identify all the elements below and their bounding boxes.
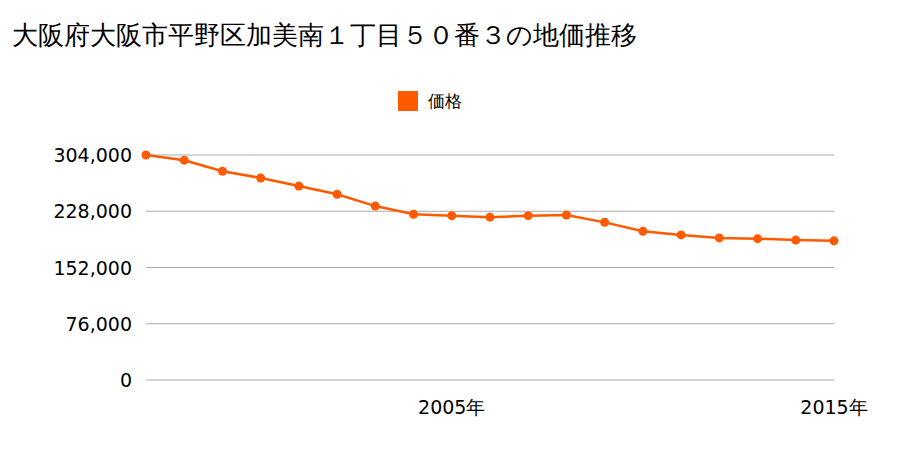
- marker: [638, 227, 647, 236]
- y-tick-label: 228,000: [53, 200, 132, 222]
- marker: [371, 202, 380, 211]
- y-tick-label: 0: [120, 369, 132, 391]
- chart: 大阪府大阪市平野区加美南１丁目５０番３の地価推移価格 0 76,000 152,000…: [0, 0, 900, 450]
- marker: [791, 236, 800, 245]
- marker: [333, 190, 342, 199]
- legend-swatch: [398, 91, 418, 111]
- line: [146, 155, 834, 241]
- marker: [256, 173, 265, 182]
- legend-label: 価格: [428, 91, 462, 111]
- grid-line: [146, 323, 834, 324]
- marker: [600, 218, 609, 227]
- marker: [753, 234, 762, 243]
- y-tick-label: 304,000: [53, 144, 132, 166]
- marker: [294, 182, 303, 191]
- marker: [715, 233, 724, 242]
- plot-area: [142, 151, 839, 246]
- marker: [524, 211, 533, 220]
- x-tick-label: 2005年: [418, 396, 485, 418]
- grid-line: [146, 211, 834, 212]
- marker: [486, 213, 495, 222]
- marker: [180, 156, 189, 165]
- marker: [409, 210, 418, 219]
- y-tick-label: 76,000: [66, 313, 132, 335]
- y-tick-label: 152,000: [53, 257, 132, 279]
- marker: [562, 210, 571, 219]
- x-tick-label: 2015年: [800, 396, 867, 418]
- marker: [447, 211, 456, 220]
- marker: [677, 230, 686, 239]
- marker: [218, 167, 227, 176]
- marker: [142, 151, 151, 160]
- grid-line: [146, 380, 834, 381]
- grid-line: [146, 155, 834, 156]
- title: 大阪府大阪市平野区加美南１丁目５０番３の地価推移: [12, 20, 637, 50]
- marker: [830, 236, 839, 245]
- grid-line: [146, 267, 834, 268]
